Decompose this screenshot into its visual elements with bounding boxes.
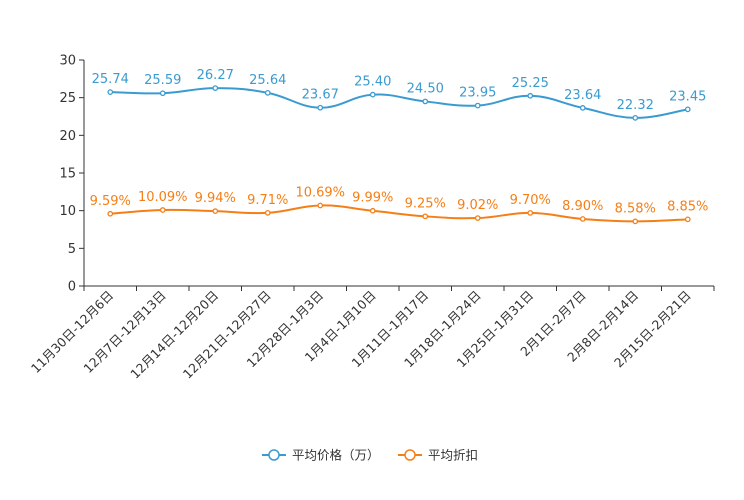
series-line-avg-price (110, 87, 688, 119)
data-label: 24.50 (407, 81, 444, 96)
data-label: 25.64 (249, 73, 286, 88)
data-point (159, 90, 166, 97)
data-label: 10.69% (295, 185, 345, 200)
data-label: 23.64 (564, 88, 601, 103)
data-point (684, 106, 691, 113)
data-label: 8.58% (615, 201, 656, 216)
data-label: 9.59% (90, 194, 131, 209)
y-tick-label: 10 (59, 204, 76, 219)
legend-marker-icon (404, 449, 416, 461)
x-tick-label: 12月14日-12月20日 (127, 288, 221, 382)
series-line-avg-discount (110, 204, 688, 223)
data-point (474, 215, 481, 221)
data-point (369, 91, 376, 98)
legend-label: 平均价格（万） (292, 448, 380, 463)
legend-label: 平均折扣 (428, 448, 478, 463)
data-label: 25.25 (512, 76, 549, 91)
data-label: 8.90% (562, 199, 603, 214)
y-tick-label: 15 (59, 167, 76, 182)
data-label: 9.70% (510, 193, 551, 208)
data-point (107, 210, 114, 217)
data-point (579, 105, 586, 111)
data-point (527, 92, 534, 99)
data-point (317, 104, 324, 111)
data-point (527, 210, 534, 216)
data-label: 23.45 (669, 89, 706, 104)
data-label: 25.59 (144, 73, 181, 88)
data-label: 23.67 (302, 88, 339, 103)
data-point (159, 207, 166, 213)
data-point (317, 202, 324, 209)
data-label: 25.74 (92, 72, 129, 87)
data-label: 26.27 (197, 68, 234, 83)
data-label: 9.94% (195, 191, 236, 206)
data-point (264, 210, 271, 216)
data-point (107, 89, 114, 95)
data-point (632, 115, 639, 121)
data-point (632, 218, 639, 225)
legend-marker-icon (268, 449, 280, 461)
data-label: 22.32 (617, 98, 654, 113)
data-label: 9.99% (352, 191, 393, 206)
data-point (264, 89, 271, 96)
data-point (684, 216, 691, 223)
data-label: 25.40 (354, 75, 391, 90)
data-label: 10.09% (138, 190, 188, 205)
data-point (212, 85, 219, 91)
y-tick-label: 5 (68, 242, 76, 257)
data-label: 9.02% (457, 198, 498, 213)
data-point (579, 216, 586, 222)
data-label: 8.85% (667, 199, 708, 214)
data-label: 9.71% (247, 193, 288, 208)
y-tick-label: 0 (68, 280, 76, 295)
x-tick-label: 12月21日-12月27日 (180, 288, 274, 382)
data-point (369, 207, 376, 214)
data-point (474, 102, 481, 109)
data-point (422, 98, 429, 105)
data-point (422, 213, 429, 220)
y-tick-label: 20 (59, 129, 76, 144)
data-label: 23.95 (459, 86, 496, 101)
data-label: 9.25% (405, 196, 446, 211)
y-tick-label: 25 (59, 91, 76, 106)
y-tick-label: 30 (59, 54, 76, 69)
data-point (212, 208, 219, 214)
